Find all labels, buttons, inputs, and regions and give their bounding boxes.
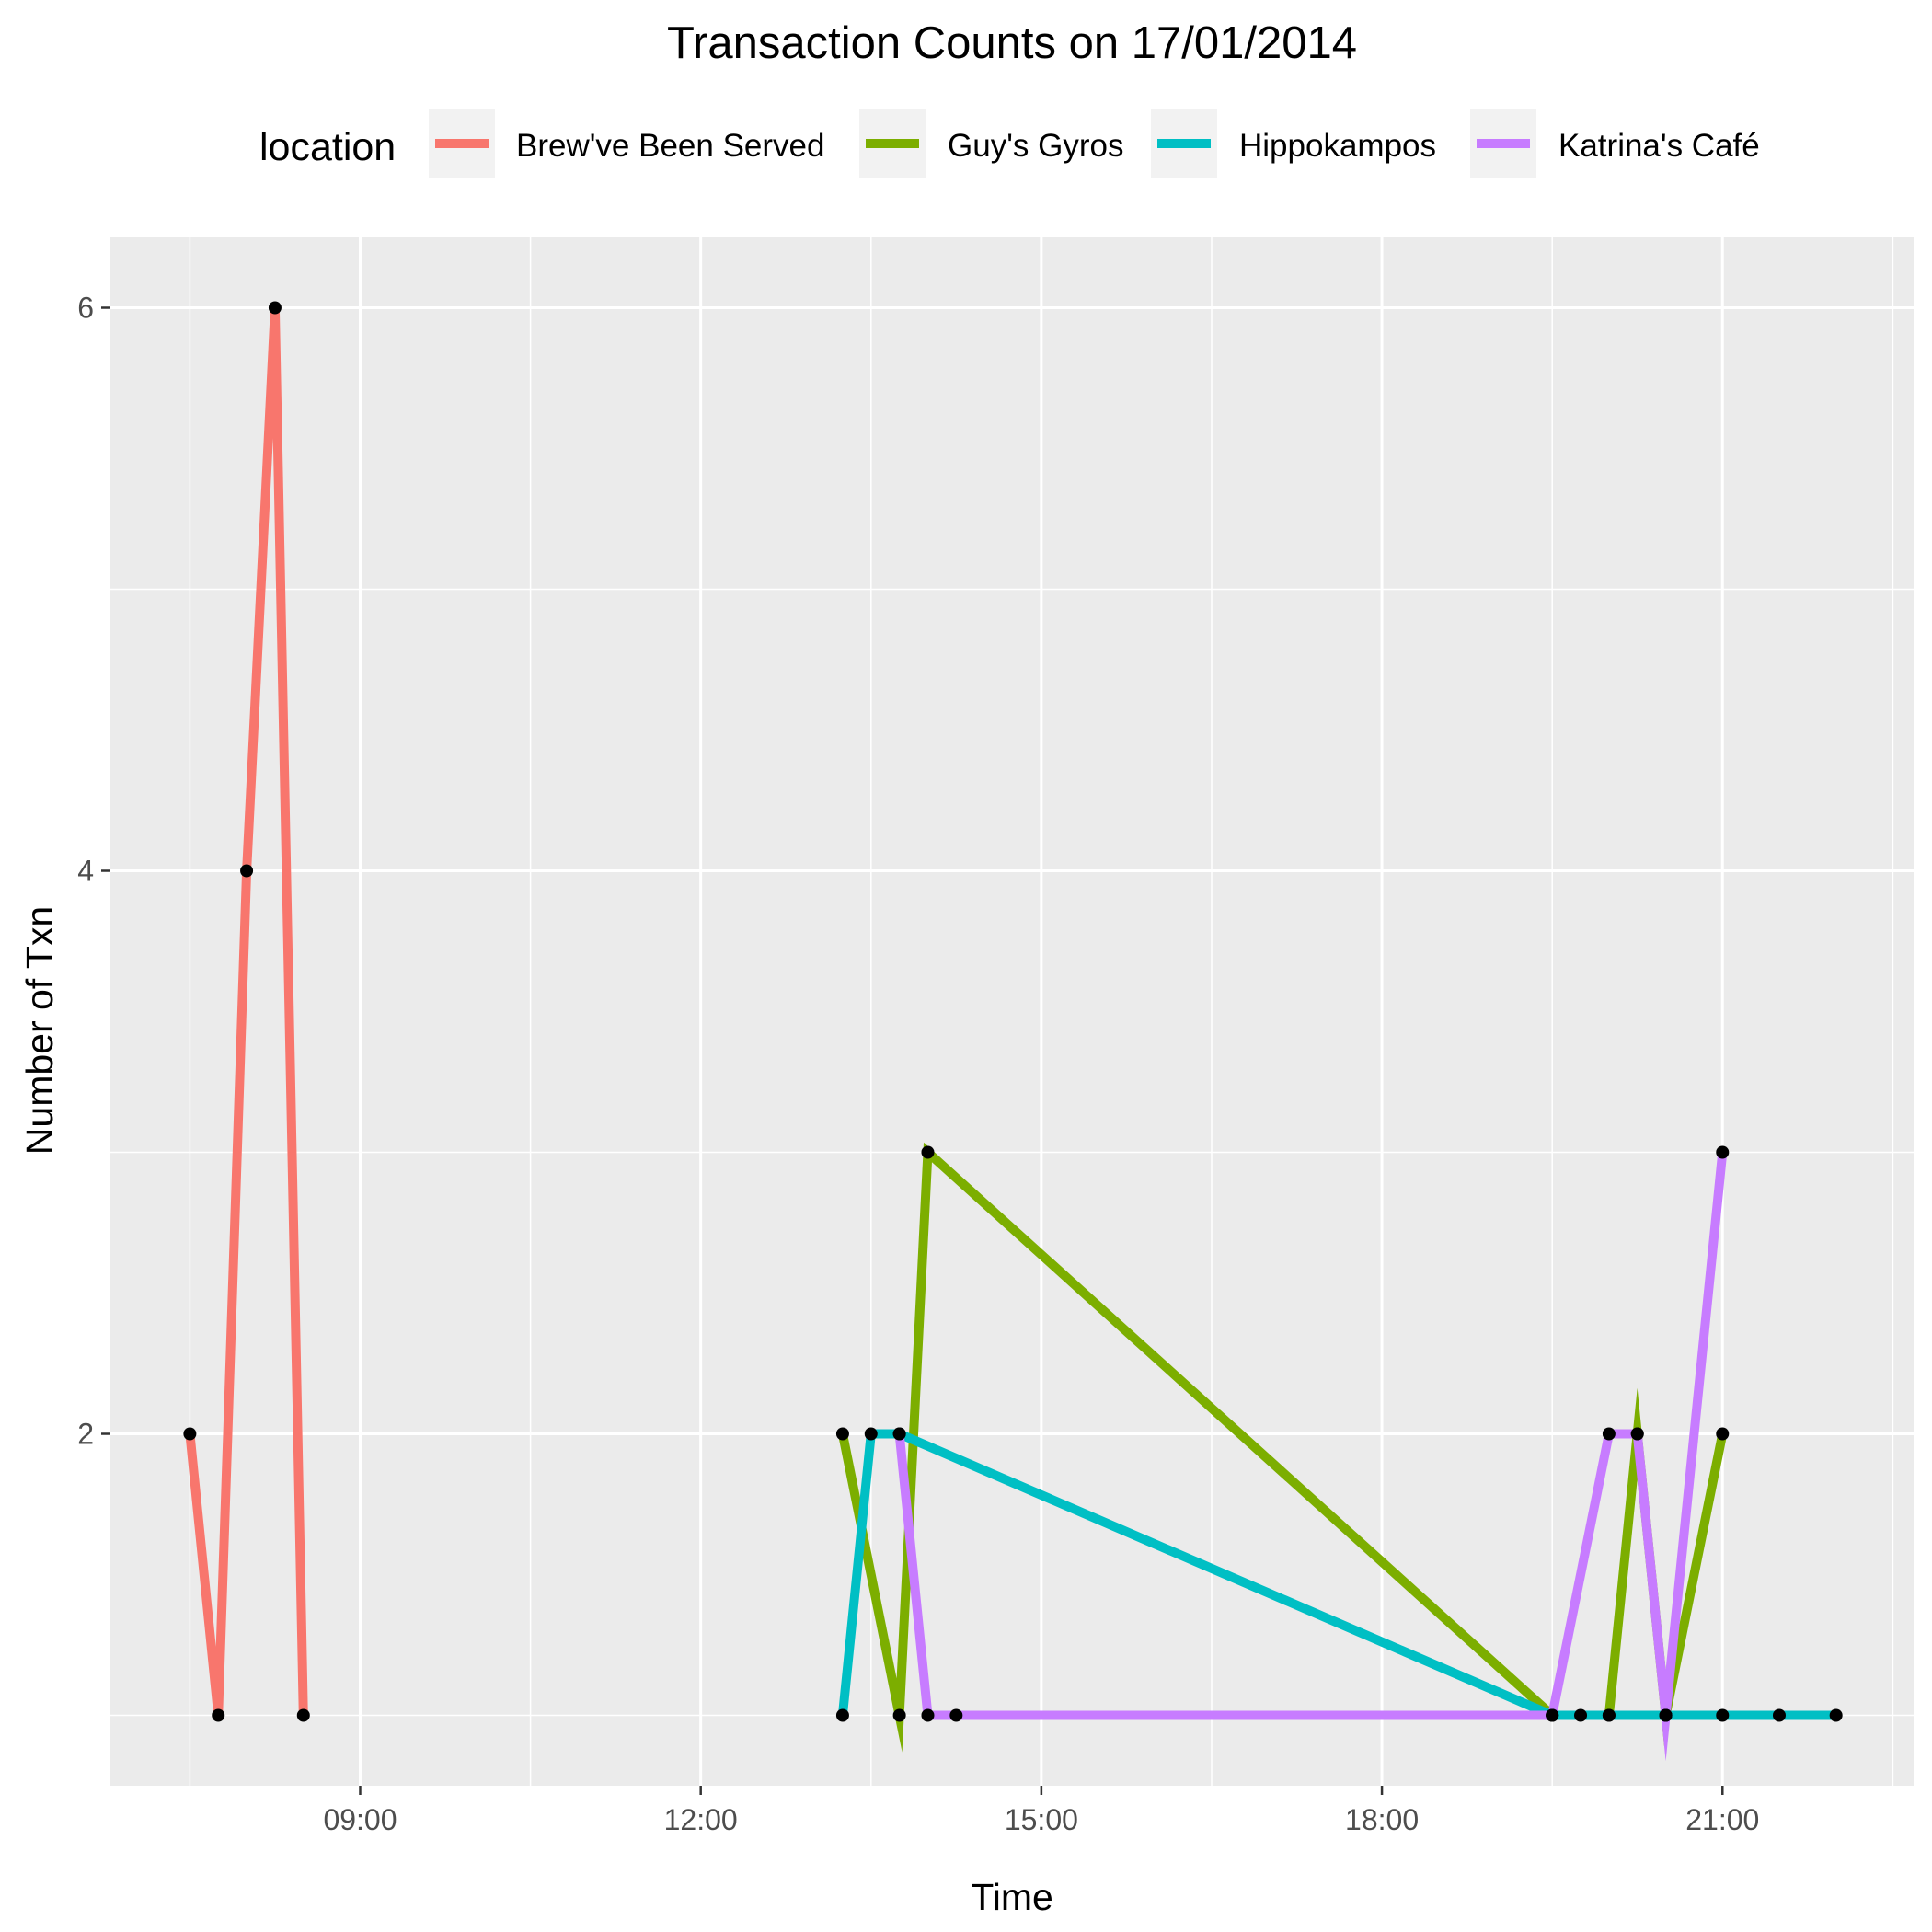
x-axis: 09:00 12:00 15:00 18:00 21:00 bbox=[323, 1786, 1759, 1836]
data-point-0-4 bbox=[296, 1708, 310, 1722]
data-point-1-2 bbox=[921, 1145, 935, 1159]
legend-item-label: Hippokampos bbox=[1239, 128, 1436, 164]
data-point-0-3 bbox=[268, 301, 282, 315]
data-point-2-0 bbox=[835, 1708, 849, 1722]
data-point-3-3 bbox=[1546, 1708, 1559, 1722]
y-tick-label: 6 bbox=[77, 292, 94, 325]
data-point-3-5 bbox=[1630, 1427, 1644, 1441]
data-point-3-6 bbox=[1659, 1708, 1673, 1722]
data-point-2-8 bbox=[1772, 1708, 1786, 1722]
x-tick-label: 09:00 bbox=[323, 1803, 397, 1836]
data-point-1-7 bbox=[1716, 1427, 1730, 1441]
data-point-2-7 bbox=[1716, 1708, 1730, 1722]
legend: location Brew've Been Served Guy's Gyros H… bbox=[259, 109, 1760, 178]
data-points bbox=[183, 301, 1843, 1722]
data-point-2-4 bbox=[1574, 1708, 1588, 1722]
data-point-3-0 bbox=[892, 1427, 906, 1441]
legend-title: location bbox=[259, 125, 396, 169]
data-point-3-4 bbox=[1602, 1427, 1616, 1441]
data-point-3-1 bbox=[921, 1708, 935, 1722]
chart-title: Transaction Counts on 17/01/2014 bbox=[667, 18, 1357, 68]
data-point-3-7 bbox=[1716, 1145, 1730, 1159]
x-tick-label: 18:00 bbox=[1345, 1803, 1419, 1836]
data-point-1-0 bbox=[835, 1427, 849, 1441]
x-tick-label: 15:00 bbox=[1005, 1803, 1078, 1836]
data-point-0-2 bbox=[240, 864, 254, 878]
legend-item-label: Brew've Been Served bbox=[516, 128, 824, 164]
legend-item-label: Guy's Gyros bbox=[948, 128, 1123, 164]
data-point-0-1 bbox=[212, 1708, 225, 1722]
plot-panel bbox=[110, 237, 1914, 1786]
y-axis-title: Number of Txn bbox=[18, 906, 61, 1155]
data-point-2-5 bbox=[1602, 1708, 1616, 1722]
data-point-2-9 bbox=[1829, 1708, 1843, 1722]
series-line-2 bbox=[837, 1429, 1836, 1720]
y-axis: 2 4 6 bbox=[77, 292, 110, 1451]
legend-item-label: Katrina's Café bbox=[1558, 128, 1760, 164]
data-point-3-2 bbox=[949, 1708, 963, 1722]
data-point-0-0 bbox=[183, 1427, 197, 1441]
x-axis-title: Time bbox=[971, 1876, 1053, 1918]
y-tick-label: 4 bbox=[77, 855, 94, 888]
data-point-1-1 bbox=[892, 1708, 906, 1722]
x-tick-label: 12:00 bbox=[664, 1803, 738, 1836]
x-tick-label: 21:00 bbox=[1685, 1803, 1759, 1836]
data-point-2-1 bbox=[864, 1427, 878, 1441]
y-tick-label: 2 bbox=[77, 1418, 94, 1451]
